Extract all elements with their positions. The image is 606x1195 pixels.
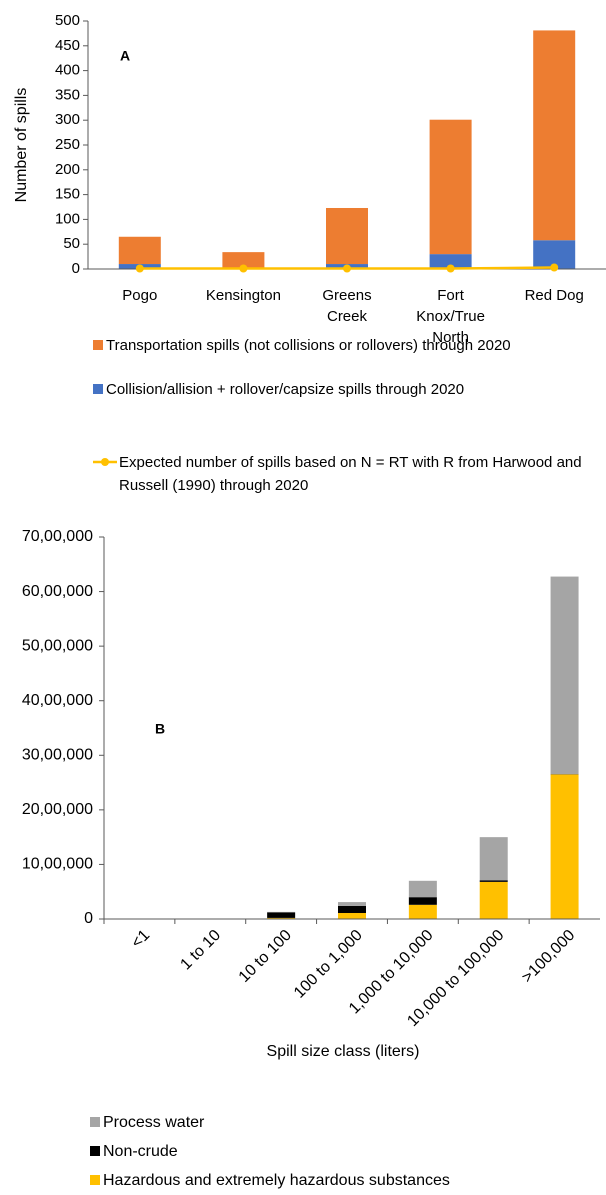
bar-segment bbox=[429, 119, 472, 255]
y-tick-label: 350 bbox=[55, 86, 80, 103]
legend-swatch bbox=[90, 1117, 100, 1127]
bar-segment bbox=[222, 252, 265, 269]
x-tick-label: <1 bbox=[128, 927, 153, 952]
legend-label: Transportation spills (not collisions or… bbox=[106, 337, 511, 354]
line-marker bbox=[446, 264, 455, 273]
x-tick-label: Red Dog bbox=[524, 287, 584, 304]
bar-segment bbox=[338, 912, 366, 919]
legend-label: Collision/allision + rollover/capsize sp… bbox=[106, 381, 465, 398]
bar-segment bbox=[429, 254, 472, 269]
line-marker bbox=[550, 263, 559, 272]
legend-swatch bbox=[90, 1175, 100, 1185]
bar-segment bbox=[408, 904, 437, 919]
bar-segment bbox=[408, 897, 437, 905]
y-tick-label: 40,00,000 bbox=[22, 692, 93, 709]
y-tick-label: 500 bbox=[55, 12, 80, 29]
y-tick-label: 150 bbox=[55, 186, 80, 203]
y-tick-label: 50,00,000 bbox=[22, 637, 93, 654]
bar-segment bbox=[479, 837, 508, 881]
line-marker bbox=[343, 264, 351, 273]
bar-segment bbox=[550, 774, 579, 919]
bar-segment bbox=[479, 880, 508, 882]
line-marker bbox=[135, 264, 144, 273]
x-tick-label: 10 to 100 bbox=[236, 927, 295, 986]
y-tick-label: 30,00,000 bbox=[22, 747, 93, 764]
y-axis-label: Number of spills bbox=[13, 88, 30, 203]
y-tick-label: 70,00,000 bbox=[22, 528, 93, 545]
bar-segment bbox=[338, 905, 366, 913]
legend-label: Expected number of spills based on N = R… bbox=[119, 454, 582, 494]
bar-segment bbox=[267, 911, 296, 913]
x-tick-label: >100,000 bbox=[519, 927, 579, 987]
legend-swatch bbox=[93, 384, 103, 394]
y-tick-label: 50 bbox=[63, 235, 80, 252]
legend-swatch bbox=[93, 340, 103, 350]
bar-segment bbox=[408, 880, 437, 898]
y-tick-label: 0 bbox=[84, 910, 93, 927]
legend-label: Non-crude bbox=[103, 1143, 178, 1160]
y-tick-label: 60,00,000 bbox=[22, 583, 93, 600]
y-tick-label: 100 bbox=[55, 210, 80, 227]
x-tick-label: Kensington bbox=[205, 287, 281, 304]
bar-segment bbox=[550, 576, 579, 775]
y-tick-label: 0 bbox=[72, 260, 80, 277]
legend-label: Process water bbox=[103, 1114, 205, 1131]
y-tick-label: 10,00,000 bbox=[22, 856, 93, 873]
bar-segment bbox=[267, 912, 296, 918]
legend-marker bbox=[101, 458, 109, 466]
x-tick-label: 100 to 1,000 bbox=[291, 927, 366, 1002]
y-tick-label: 20,00,000 bbox=[22, 801, 93, 818]
line-marker bbox=[239, 264, 248, 273]
bar-segment bbox=[267, 917, 296, 919]
y-tick-label: 200 bbox=[55, 161, 80, 178]
bar-segment bbox=[338, 902, 366, 906]
panel-label: A bbox=[120, 48, 130, 64]
bar-segment bbox=[479, 881, 508, 919]
bar-segment bbox=[326, 207, 368, 265]
x-tick-label: Greens Creek bbox=[322, 287, 372, 325]
y-tick-label: 400 bbox=[55, 62, 80, 79]
x-tick-label: 1 to 10 bbox=[177, 927, 224, 974]
x-axis-label: Spill size class (liters) bbox=[267, 1043, 420, 1060]
legend-swatch bbox=[90, 1146, 100, 1156]
bar-segment bbox=[118, 236, 161, 265]
y-tick-label: 450 bbox=[55, 37, 80, 54]
x-tick-label: Fort Knox/True North bbox=[416, 287, 485, 346]
x-tick-label: Pogo bbox=[122, 287, 158, 304]
panel-label: B bbox=[155, 721, 165, 737]
y-tick-label: 300 bbox=[55, 111, 80, 128]
legend-label: Hazardous and extremely hazardous substa… bbox=[103, 1172, 450, 1189]
y-tick-label: 250 bbox=[55, 136, 80, 153]
bar-segment bbox=[533, 30, 576, 241]
